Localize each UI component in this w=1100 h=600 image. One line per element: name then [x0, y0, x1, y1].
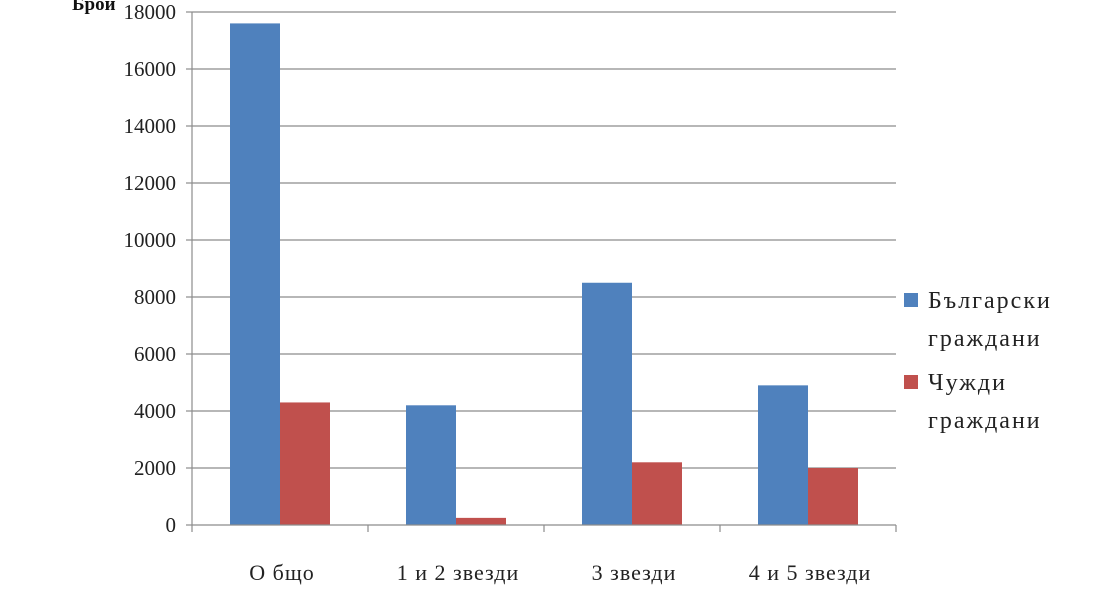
y-tick-label: 6000 [134, 342, 176, 366]
y-tick-label: 0 [166, 513, 177, 537]
legend-label: граждани [928, 408, 1042, 434]
bar-foreign-3 [632, 462, 682, 525]
y-tick-label: 8000 [134, 285, 176, 309]
y-tick-label: 14000 [124, 114, 177, 138]
x-axis-category-labels: О бщо 1 и 2 звезди 3 звезди 4 и 5 звезди [249, 560, 872, 585]
bar-bulgarian-4 [758, 385, 808, 525]
legend-label: граждани [928, 326, 1042, 352]
bar-bulgarian-1 [230, 23, 280, 526]
x-category-label: 1 и 2 звезди [397, 560, 520, 585]
y-tick-label: 18000 [124, 0, 177, 24]
x-category-label: О бщо [249, 560, 315, 585]
bars [230, 23, 858, 526]
bar-bulgarian-3 [582, 282, 632, 525]
x-axis-tick-marks [191, 525, 897, 532]
x-category-label: 3 звезди [592, 560, 677, 585]
legend-label: Бългapски [928, 288, 1052, 314]
bar-foreign-1 [280, 402, 330, 525]
y-axis-label: Брой [72, 0, 116, 15]
legend-swatch [904, 375, 918, 389]
legend-swatch [904, 293, 918, 307]
y-tick-label: 16000 [124, 57, 177, 81]
bar-foreign-4 [808, 468, 858, 525]
bar-foreign-2 [456, 517, 506, 525]
y-axis-tick-labels: 0 2000 4000 6000 8000 10000 12000 14000 16000 180… [124, 0, 192, 537]
y-tick-label: 10000 [124, 228, 177, 252]
x-category-label: 4 и 5 звезди [749, 560, 872, 585]
y-tick-label: 4000 [134, 399, 176, 423]
bar-bulgarian-2 [406, 405, 456, 525]
legend: Бългapски граждани Чужди граждани [904, 288, 1052, 434]
legend-label: Чужди [928, 370, 1007, 396]
y-tick-label: 2000 [134, 456, 176, 480]
y-tick-label: 12000 [124, 171, 177, 195]
